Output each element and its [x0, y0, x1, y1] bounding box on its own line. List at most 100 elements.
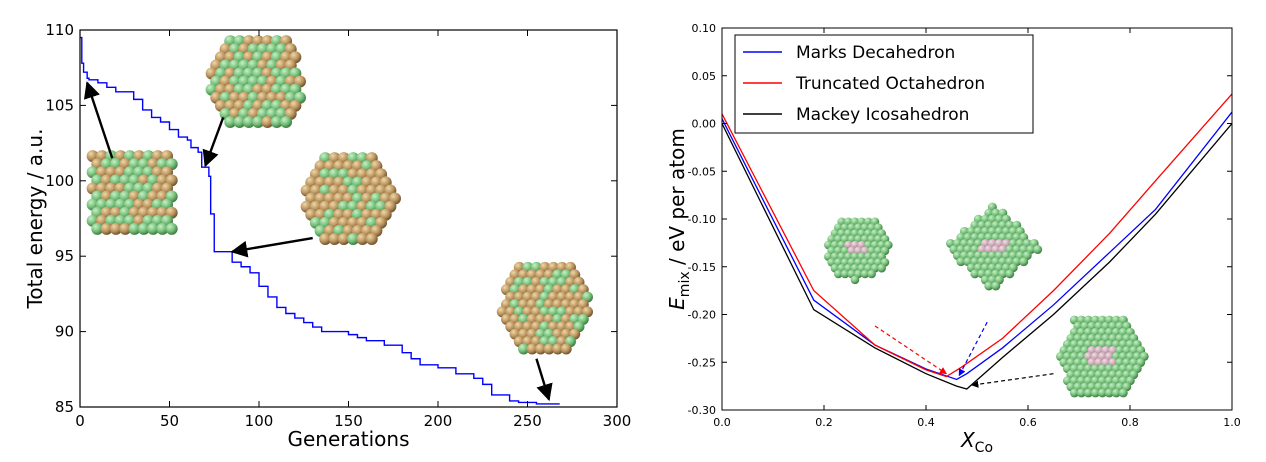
atom [165, 222, 178, 235]
atom [834, 269, 843, 279]
left-y-axis-label: Total energy / a.u. [23, 129, 47, 310]
atom [1118, 388, 1128, 398]
right-x-tick-label: 1.0 [1223, 416, 1241, 429]
right-x-tick-label: 0.2 [815, 416, 833, 429]
left-y-ticks: 85 90 95 100 105 110 [45, 21, 617, 416]
legend-label-0: Marks Decahedron [796, 43, 955, 63]
left-y-tick-label: 95 [55, 247, 74, 265]
atom [233, 116, 246, 129]
left-chart: 0 50 100 150 200 250 300 85 90 95 100 105 110 Gener… [23, 21, 631, 451]
atom [224, 116, 237, 129]
right-series-line-0 [721, 111, 1233, 381]
atom [860, 269, 870, 279]
left-arrow-0 [83, 81, 114, 159]
atom [1090, 388, 1100, 398]
right-x-tick-label: 0.6 [1019, 416, 1037, 429]
atom [1033, 245, 1043, 255]
left-x-tick-label: 50 [160, 412, 179, 430]
atom [867, 269, 876, 279]
right-y-tick-label: -0.25 [688, 356, 716, 369]
right-series-line-1 [721, 93, 1233, 378]
atom [850, 275, 860, 285]
atom [1097, 388, 1107, 398]
left-y-tick-label: 90 [55, 323, 74, 341]
atom [365, 233, 378, 246]
atom [356, 233, 369, 246]
left-arrows [83, 81, 553, 402]
atom [877, 263, 886, 273]
atom [1019, 257, 1029, 267]
atom [261, 116, 274, 129]
atom [100, 222, 113, 235]
atom [526, 343, 538, 355]
right-y-ticks: 0.10 0.05 0.00 -0.05 -0.10 -0.15 -0.20 -0.25 -0.… [688, 22, 1232, 417]
atom [543, 343, 555, 355]
atom [956, 257, 966, 267]
left-y-tick-label: 100 [45, 172, 74, 190]
left-series [80, 36, 560, 405]
right-chart: 0.0 0.2 0.4 0.6 0.8 1.0 0.10 0.05 0.00 -0.05 -0.1… [665, 22, 1241, 456]
right-y-tick-label: -0.10 [688, 213, 716, 226]
atom [518, 343, 530, 355]
atom [280, 116, 293, 129]
right-x-ticks: 0.0 0.2 0.4 0.6 0.8 1.0 [713, 28, 1241, 429]
atom [147, 222, 160, 235]
left-y-tick-label: 85 [55, 398, 74, 416]
atom [109, 222, 122, 235]
right-arrows [874, 321, 1054, 388]
left-x-tick-label: 100 [245, 412, 274, 430]
right-y-tick-label: 0.00 [692, 118, 717, 131]
atom [252, 116, 265, 129]
atom [1083, 388, 1093, 398]
left-x-tick-label: 250 [513, 412, 542, 430]
atom [319, 233, 332, 246]
final-cluster-inset [496, 261, 594, 355]
top-cluster-inset [205, 35, 306, 129]
middle-cluster-inset [300, 152, 401, 246]
left-arrow-2 [230, 236, 313, 258]
atom [535, 343, 547, 355]
atom [242, 116, 255, 129]
right-x-axis-label: XCo [960, 428, 993, 456]
legend-label-2: Mackey Icosahedron [796, 105, 969, 125]
atom [328, 233, 341, 246]
right-y-tick-label: -0.20 [688, 309, 716, 322]
atom [347, 233, 360, 246]
atom [119, 222, 132, 235]
left-series-line-0 [80, 36, 560, 405]
atom [1111, 388, 1121, 398]
cube-cluster-inset [86, 150, 178, 235]
right-y-tick-label: -0.15 [688, 261, 716, 274]
left-arrow-1 [202, 117, 225, 168]
atom [991, 281, 1001, 291]
atom [337, 233, 350, 246]
left-x-tick-label: 300 [603, 412, 632, 430]
atom [270, 116, 283, 129]
atom [128, 222, 141, 235]
atom [840, 269, 850, 279]
right-dashed-arrow-0 [874, 325, 947, 375]
left-y-tick-label: 110 [45, 21, 74, 39]
left-x-tick-label: 200 [424, 412, 453, 430]
right-y-tick-label: 0.05 [692, 70, 717, 83]
right-x-tick-label: 0.4 [917, 416, 935, 429]
legend-box [734, 34, 1034, 134]
legend-label-1: Truncated Octahedron [795, 74, 985, 94]
left-arrow-3 [535, 358, 553, 402]
left-x-ticks: 0 50 100 150 200 250 300 [75, 30, 631, 430]
left-x-axis-label: Generations [288, 427, 410, 451]
atom [156, 222, 169, 235]
atom [1069, 388, 1079, 398]
atom [552, 343, 564, 355]
right-dashed-arrow-1 [958, 321, 988, 377]
right-series [721, 93, 1233, 390]
left-y-tick-label: 105 [45, 96, 74, 114]
right-x-tick-label: 0.0 [713, 416, 731, 429]
right-y-tick-label: -0.05 [688, 165, 716, 178]
atom [560, 343, 572, 355]
atom [1076, 388, 1086, 398]
right-y-tick-label: 0.10 [692, 22, 717, 35]
atom [91, 222, 104, 235]
